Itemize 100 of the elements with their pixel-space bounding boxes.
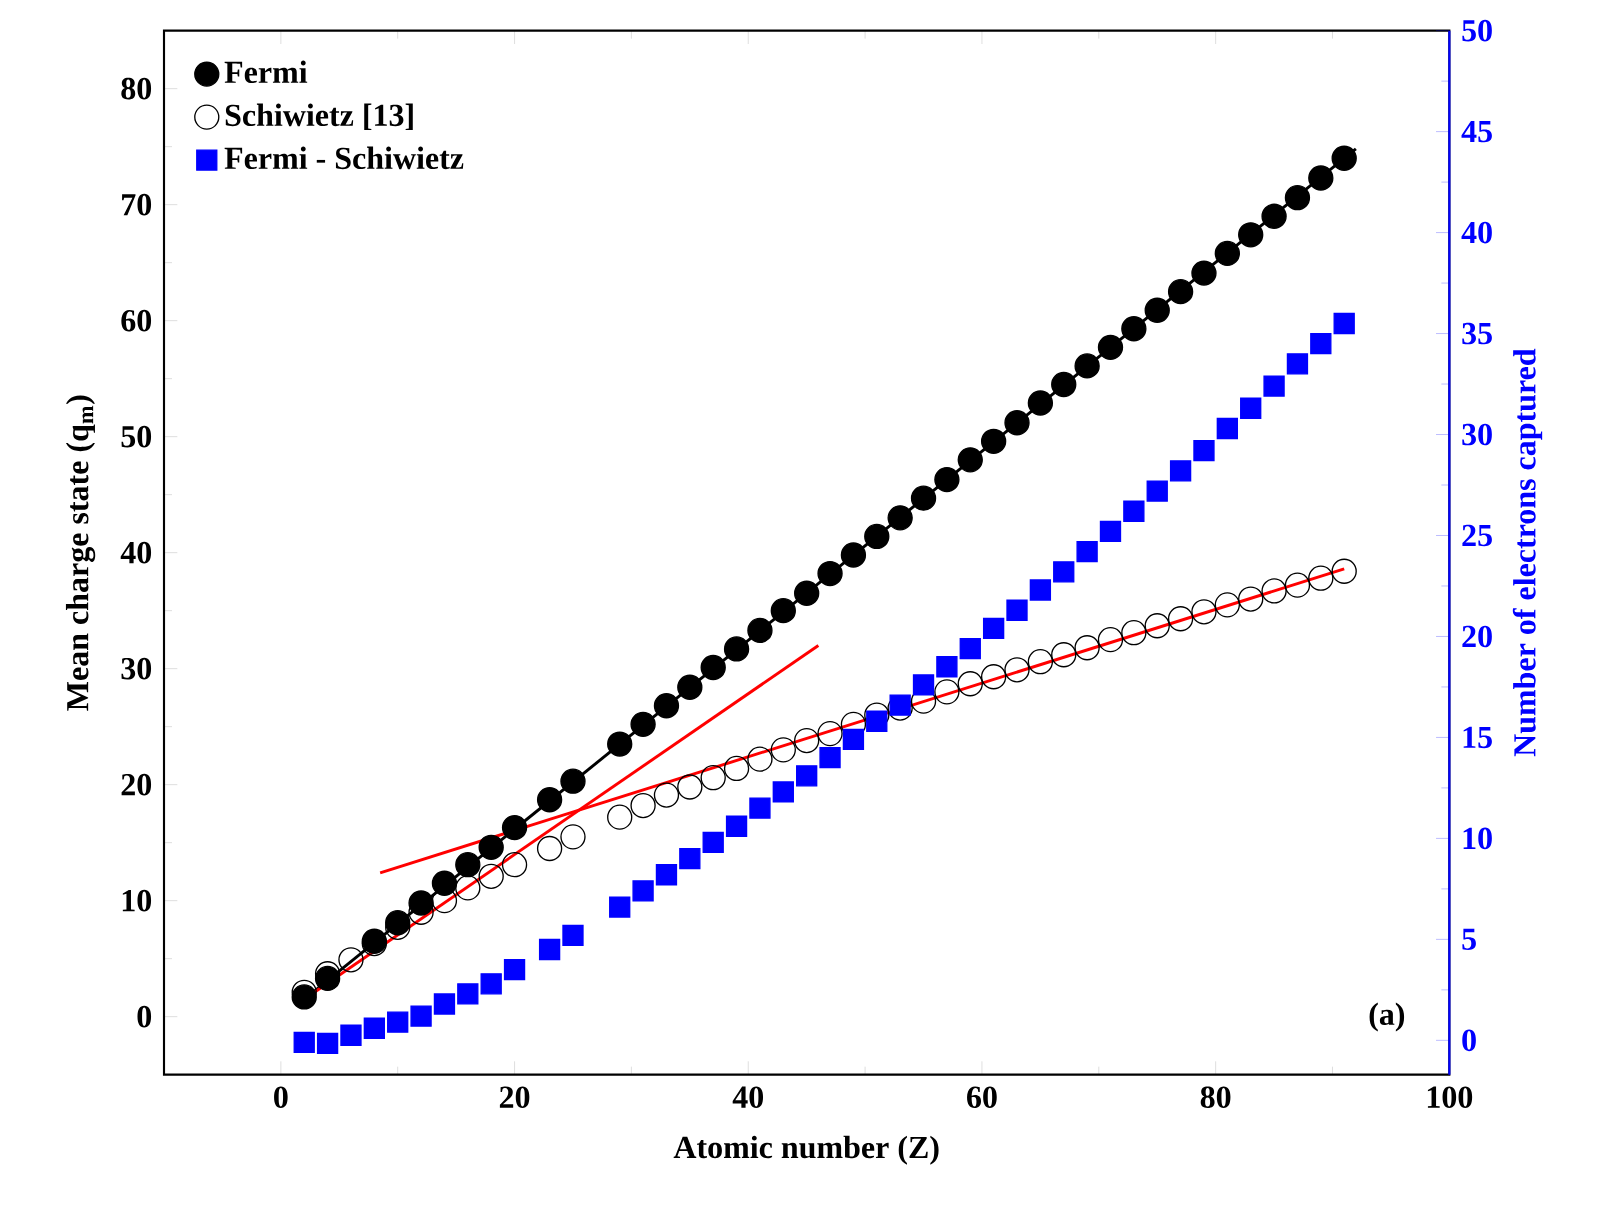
point [410,1005,432,1027]
point [770,737,796,763]
point [1144,613,1170,639]
point [887,505,913,531]
y2-tick-label: 45 [1461,120,1492,143]
point [1308,565,1334,591]
point [431,870,458,896]
point [1310,332,1332,355]
y2-tick-label: 50 [1462,19,1492,42]
point [1261,578,1287,604]
point [1191,599,1217,625]
y-tick-label: 70 [122,193,152,216]
point [1216,417,1239,440]
y2-tick-label: 40 [1461,221,1492,244]
point [480,973,502,995]
point [1074,353,1100,379]
point [560,768,586,794]
point [1027,649,1054,675]
point [934,679,960,705]
point [291,984,317,1010]
point [796,765,818,787]
point [363,1017,385,1039]
point [842,728,865,751]
point [702,831,724,854]
point [1029,579,1052,601]
point [1123,500,1145,522]
legend-label: Fermi [224,60,308,84]
x-tick-label: 20 [499,1086,530,1108]
point [934,466,960,493]
point [457,983,479,1005]
point [770,597,796,624]
point [1121,316,1147,342]
point [1144,297,1170,323]
point [772,781,794,803]
point [607,731,633,757]
y-tick-label: 50 [121,425,152,448]
y-tick-label: 0 [137,1005,152,1028]
point [679,847,701,870]
point [478,834,504,860]
point [747,617,773,644]
point [910,485,937,511]
y-tick-label: 40 [120,541,152,564]
point [455,875,481,901]
point [607,804,633,830]
x-tick-label: 100 [1427,1086,1473,1108]
point [630,792,656,819]
y2-axis-title: Number of electrons captured [1512,348,1543,757]
point [747,746,773,772]
point [723,755,750,782]
point [1097,334,1124,361]
point [1076,540,1098,563]
point [1051,642,1077,668]
point [1284,572,1311,598]
point [677,674,703,700]
point [1191,260,1217,286]
point [1169,460,1192,482]
point [630,711,656,738]
point [1333,312,1355,335]
point [794,727,820,754]
point [819,746,841,769]
point [957,447,983,473]
point [677,774,703,800]
x-tick-label: 40 [732,1086,764,1108]
point [653,782,680,808]
point [1286,353,1309,375]
point [340,1024,362,1046]
x-tick-label: 60 [967,1086,997,1108]
point [655,864,678,886]
point [338,947,364,973]
point [982,617,1005,640]
point [609,896,631,918]
point [560,824,586,850]
point [1051,371,1077,398]
point [455,852,481,878]
point [1097,627,1124,653]
y-tick-label: 20 [121,773,152,796]
point [293,1031,315,1054]
point [1331,558,1357,584]
point [1261,203,1287,229]
y2-tick-label: 25 [1462,524,1492,547]
point [1214,240,1240,267]
point [700,654,726,681]
point [912,674,935,696]
point [840,542,867,568]
y-tick-label: 80 [121,77,152,100]
point [538,938,561,961]
y-tick-label: 10 [122,889,152,912]
y2-tick-label: 20 [1462,625,1492,648]
point [536,787,563,813]
y2-tick-label: 35 [1462,322,1492,345]
point [1074,635,1100,661]
point [1331,145,1357,171]
point [385,910,411,936]
point [562,924,584,946]
point [1146,480,1168,502]
point [980,428,1007,454]
point [889,694,911,716]
point [864,523,890,550]
point [478,863,504,889]
point [1053,561,1075,583]
